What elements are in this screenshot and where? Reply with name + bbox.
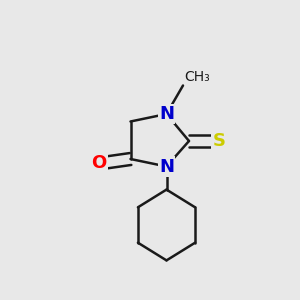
Text: N: N — [159, 105, 174, 123]
Text: N: N — [159, 158, 174, 175]
Text: S: S — [212, 132, 226, 150]
Text: O: O — [92, 154, 106, 172]
Text: CH₃: CH₃ — [184, 70, 210, 84]
